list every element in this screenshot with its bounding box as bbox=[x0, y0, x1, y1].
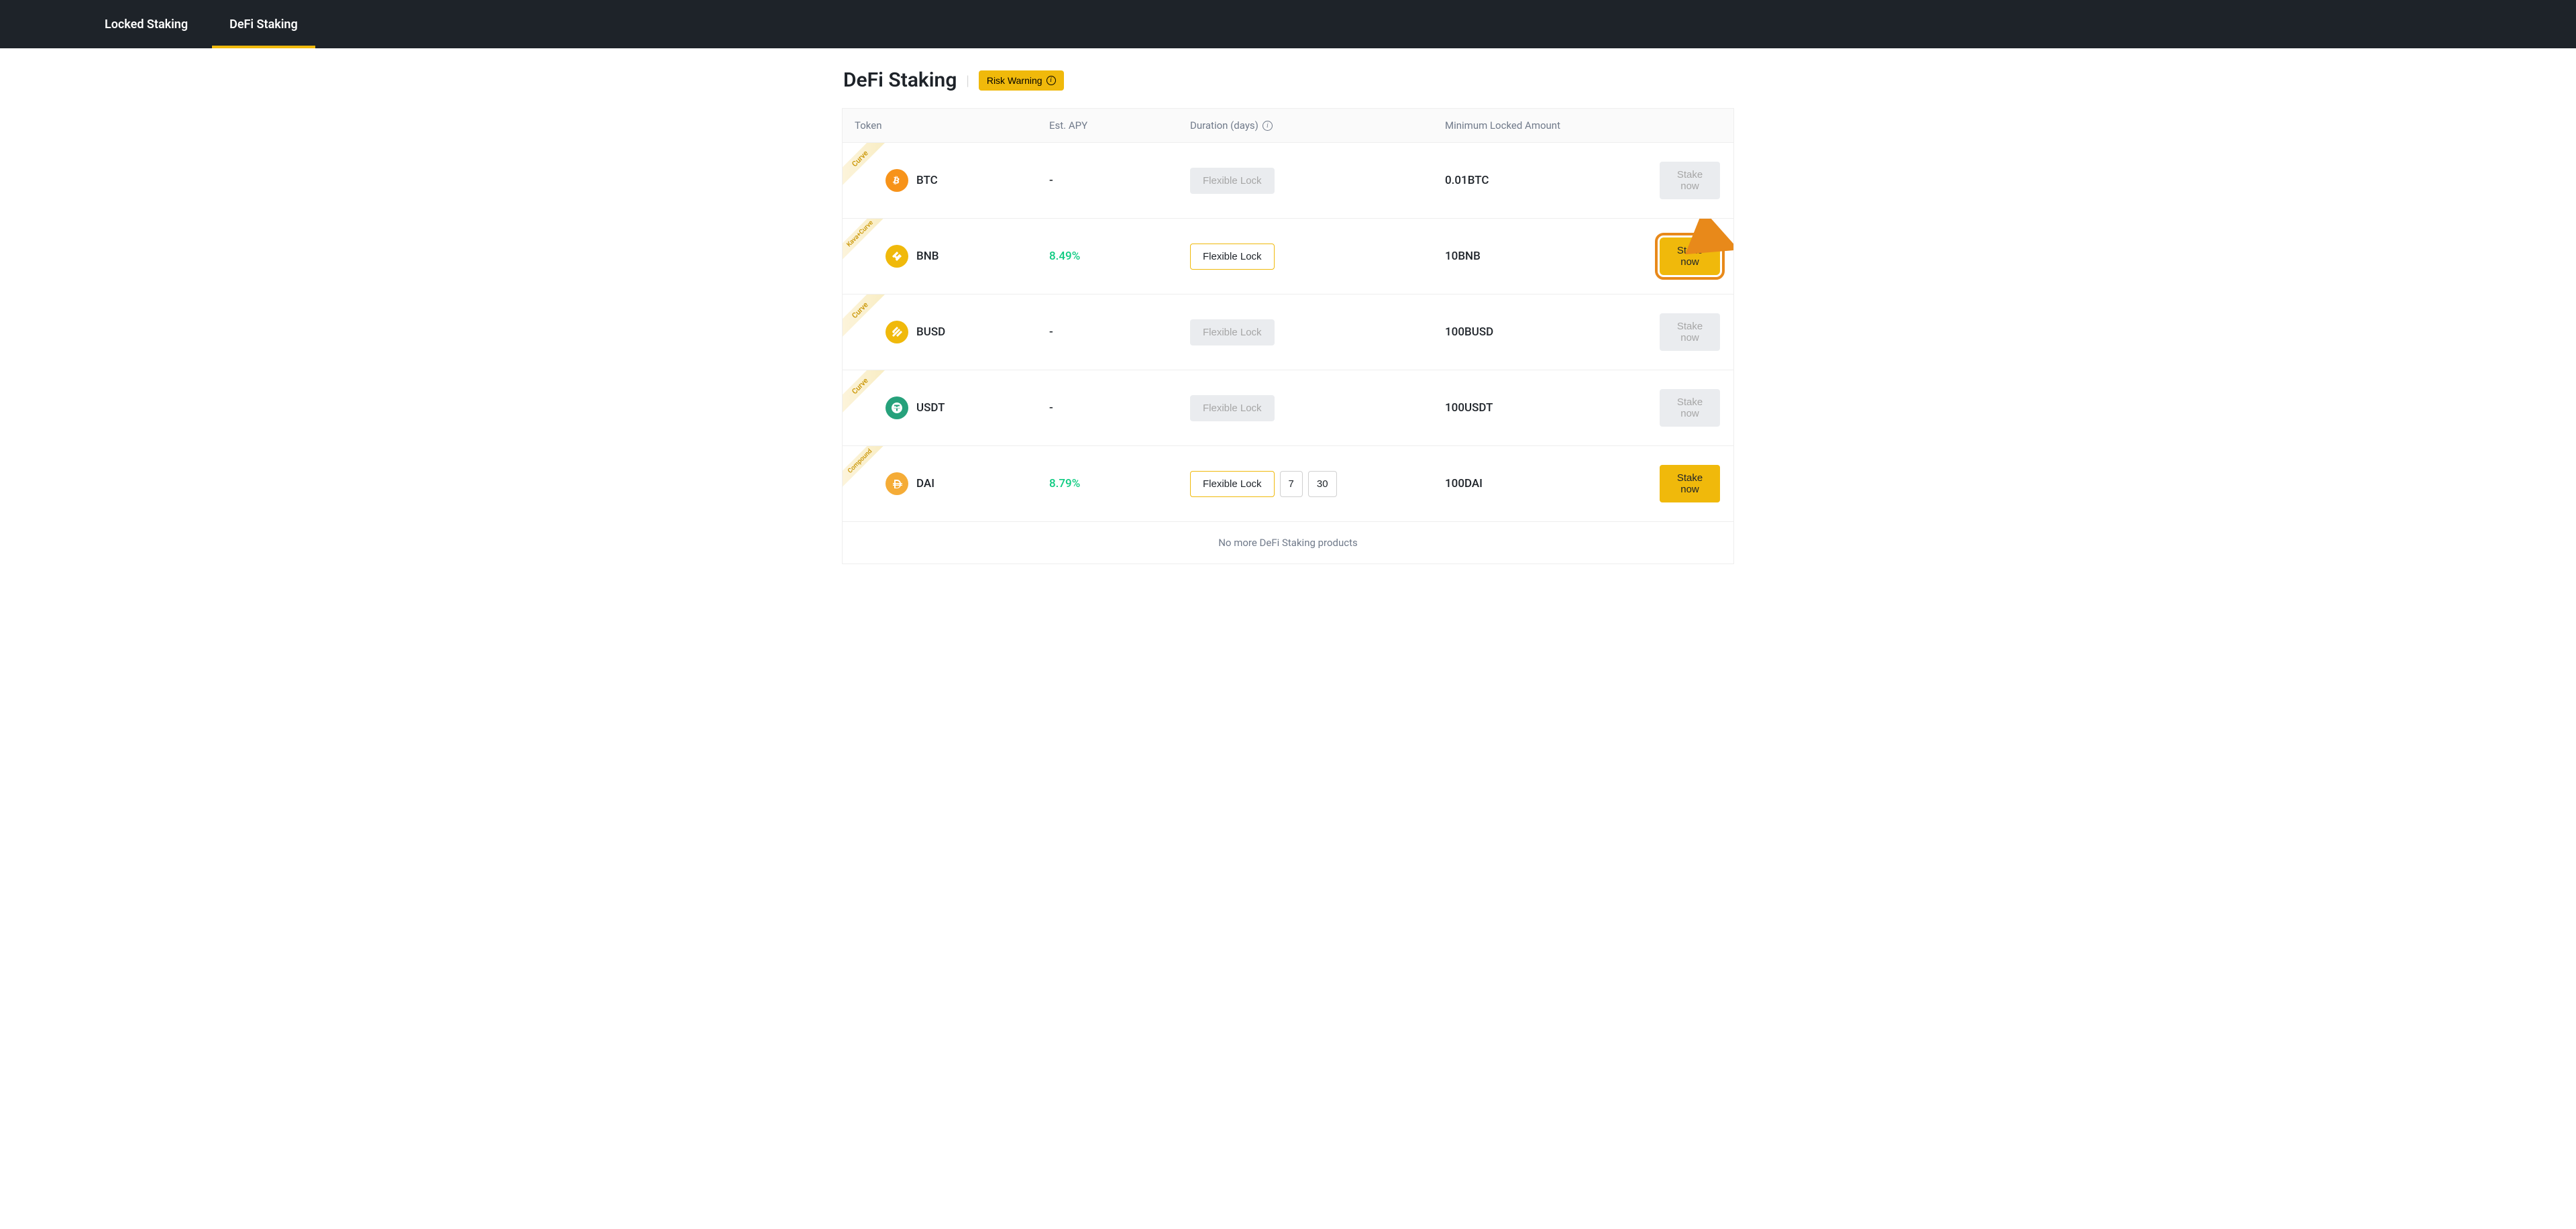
busd-icon bbox=[885, 321, 908, 343]
flexible-lock-button: Flexible Lock bbox=[1190, 168, 1275, 194]
no-more-message: No more DeFi Staking products bbox=[843, 521, 1733, 564]
highlight-arrow-icon bbox=[1721, 256, 1733, 294]
min-amount: 100USDT bbox=[1445, 401, 1660, 415]
duration-cell: Flexible Lock730 bbox=[1190, 471, 1445, 497]
min-amount: 10BNB bbox=[1445, 250, 1660, 263]
page-title-row: DeFi Staking | Risk Warning i bbox=[842, 68, 1734, 92]
table-row: CompoundDAI8.79%Flexible Lock730100DAISt… bbox=[843, 445, 1733, 521]
duration-option[interactable]: 30 bbox=[1308, 471, 1337, 497]
action-cell: Stake now bbox=[1660, 313, 1721, 351]
flexible-lock-button[interactable]: Flexible Lock bbox=[1190, 471, 1275, 497]
token-cell: BUSD bbox=[855, 321, 1049, 343]
action-cell: Stake now bbox=[1660, 389, 1721, 427]
staking-table: Token Est. APY Duration (days) i Minimum… bbox=[842, 108, 1734, 564]
apy-value: - bbox=[1049, 325, 1190, 339]
duration-cell: Flexible Lock bbox=[1190, 319, 1445, 345]
table-row: CurveUSDT-Flexible Lock100USDTStake now bbox=[843, 370, 1733, 445]
duration-cell: Flexible Lock bbox=[1190, 395, 1445, 421]
tab-defi-staking[interactable]: DeFi Staking bbox=[212, 0, 315, 48]
tab-locked-staking[interactable]: Locked Staking bbox=[87, 0, 205, 48]
risk-warning-label: Risk Warning bbox=[987, 75, 1042, 86]
stake-now-button: Stake now bbox=[1660, 313, 1720, 351]
col-token: Token bbox=[855, 119, 1049, 131]
apy-value: - bbox=[1049, 401, 1190, 415]
token-name: BTC bbox=[916, 174, 938, 187]
token-name: USDT bbox=[916, 401, 945, 415]
col-action bbox=[1660, 119, 1721, 131]
action-cell: Stake now bbox=[1660, 237, 1721, 275]
duration-option[interactable]: 7 bbox=[1280, 471, 1303, 497]
bnb-icon bbox=[885, 245, 908, 268]
table-row: Kava+CurveBNB8.49%Flexible Lock10BNBStak… bbox=[843, 218, 1733, 294]
stake-now-button: Stake now bbox=[1660, 162, 1720, 199]
table-row: CurveBTC-Flexible Lock0.01BTCStake now bbox=[843, 142, 1733, 218]
main-content: DeFi Staking | Risk Warning i Token Est.… bbox=[842, 48, 1734, 584]
col-duration: Duration (days) i bbox=[1190, 119, 1445, 131]
page-title: DeFi Staking bbox=[843, 68, 957, 92]
flexible-lock-button[interactable]: Flexible Lock bbox=[1190, 244, 1275, 270]
table-row: CurveBUSD-Flexible Lock100BUSDStake now bbox=[843, 294, 1733, 370]
usdt-icon bbox=[885, 396, 908, 419]
apy-value: - bbox=[1049, 174, 1190, 187]
flexible-lock-button: Flexible Lock bbox=[1190, 319, 1275, 345]
token-name: DAI bbox=[916, 477, 934, 490]
token-cell: USDT bbox=[855, 396, 1049, 419]
btc-icon bbox=[885, 169, 908, 192]
dai-icon bbox=[885, 472, 908, 495]
stake-now-button[interactable]: Stake now bbox=[1660, 237, 1720, 275]
token-cell: BTC bbox=[855, 169, 1049, 192]
token-cell: DAI bbox=[855, 472, 1049, 495]
action-cell: Stake now bbox=[1660, 465, 1721, 502]
info-icon: i bbox=[1046, 76, 1056, 85]
action-cell: Stake now bbox=[1660, 162, 1721, 199]
stake-now-button[interactable]: Stake now bbox=[1660, 465, 1720, 502]
duration-cell: Flexible Lock bbox=[1190, 168, 1445, 194]
duration-cell: Flexible Lock bbox=[1190, 244, 1445, 270]
info-icon[interactable]: i bbox=[1263, 121, 1273, 131]
apy-value: 8.49% bbox=[1049, 250, 1190, 263]
header-bar: Locked Staking DeFi Staking bbox=[0, 0, 2576, 48]
col-apy: Est. APY bbox=[1049, 119, 1190, 131]
min-amount: 0.01BTC bbox=[1445, 174, 1660, 187]
risk-warning-button[interactable]: Risk Warning i bbox=[979, 70, 1064, 91]
tab-nav: Locked Staking DeFi Staking bbox=[87, 0, 315, 48]
min-amount: 100DAI bbox=[1445, 477, 1660, 490]
token-cell: BNB bbox=[855, 245, 1049, 268]
col-min: Minimum Locked Amount bbox=[1445, 119, 1660, 131]
min-amount: 100BUSD bbox=[1445, 325, 1660, 339]
token-name: BUSD bbox=[916, 325, 945, 339]
table-header: Token Est. APY Duration (days) i Minimum… bbox=[843, 109, 1733, 142]
token-name: BNB bbox=[916, 250, 939, 263]
title-divider: | bbox=[966, 72, 969, 89]
col-duration-label: Duration (days) bbox=[1190, 119, 1258, 131]
apy-value: 8.79% bbox=[1049, 477, 1190, 490]
stake-now-button: Stake now bbox=[1660, 389, 1720, 427]
flexible-lock-button: Flexible Lock bbox=[1190, 395, 1275, 421]
